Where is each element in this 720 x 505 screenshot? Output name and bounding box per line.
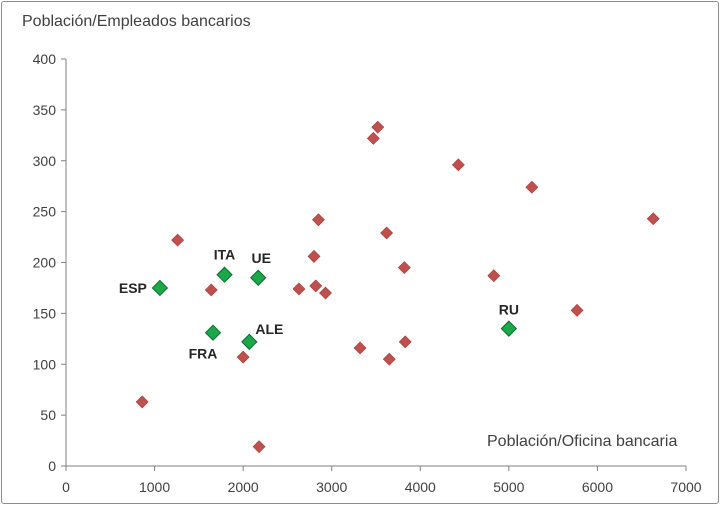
data-label: RU — [499, 302, 519, 318]
data-point — [646, 212, 660, 226]
data-point-highlight — [204, 324, 222, 341]
data-point — [312, 213, 325, 227]
data-point-highlight — [241, 333, 258, 351]
data-point — [380, 226, 394, 240]
series-other-countries — [135, 120, 660, 454]
data-point — [397, 261, 411, 275]
data-point — [292, 282, 306, 296]
data-point — [307, 249, 321, 263]
data-point — [353, 341, 367, 355]
data-point — [135, 395, 149, 409]
data-point — [319, 286, 332, 300]
y-tick-label: 100 — [33, 356, 57, 372]
x-tick-label: 6000 — [582, 479, 613, 495]
x-tick-label: 3000 — [316, 479, 347, 495]
data-point — [309, 279, 323, 293]
data-point — [204, 283, 218, 297]
data-point — [236, 350, 250, 364]
axes — [61, 58, 687, 471]
data-point — [398, 335, 412, 349]
data-point-highlight — [151, 279, 169, 297]
y-tick-label: 200 — [33, 255, 57, 271]
x-tick-label: 1000 — [139, 479, 170, 495]
data-point — [487, 269, 501, 283]
y-tick-label: 50 — [40, 407, 56, 423]
data-point — [371, 120, 385, 134]
data-point-highlight — [216, 266, 233, 283]
y-tick-label: 400 — [33, 51, 57, 67]
data-point — [366, 131, 380, 145]
data-label: UE — [251, 250, 270, 266]
data-point — [171, 233, 185, 247]
data-point — [451, 158, 465, 172]
x-axis-title: Población/Oficina bancaria — [487, 433, 677, 450]
data-point — [525, 180, 539, 194]
y-tick-label: 350 — [33, 102, 57, 118]
y-axis-title: Población/Empleados bancarios — [22, 13, 251, 30]
x-tick-label: 4000 — [405, 479, 436, 495]
data-point-highlight — [249, 269, 267, 286]
x-tick-label: 0 — [62, 479, 70, 495]
y-tick-label: 0 — [48, 458, 56, 474]
data-label: ALE — [255, 321, 283, 337]
y-tick-label: 250 — [33, 204, 57, 220]
data-point — [570, 303, 584, 317]
data-point — [382, 352, 396, 366]
x-tick-label: 7000 — [670, 479, 701, 495]
data-label: ESP — [119, 280, 147, 296]
point-labels: ESP ITA UE FRA ALE RU — [119, 247, 519, 362]
y-tick-label: 300 — [33, 153, 57, 169]
x-tick-label: 2000 — [228, 479, 259, 495]
series-highlighted-countries — [151, 266, 518, 351]
data-label: FRA — [189, 346, 218, 362]
data-point — [252, 440, 266, 454]
y-tick-label: 150 — [33, 305, 57, 321]
data-label: ITA — [214, 247, 236, 263]
x-tick-label: 5000 — [493, 479, 524, 495]
data-point-highlight — [500, 320, 518, 337]
